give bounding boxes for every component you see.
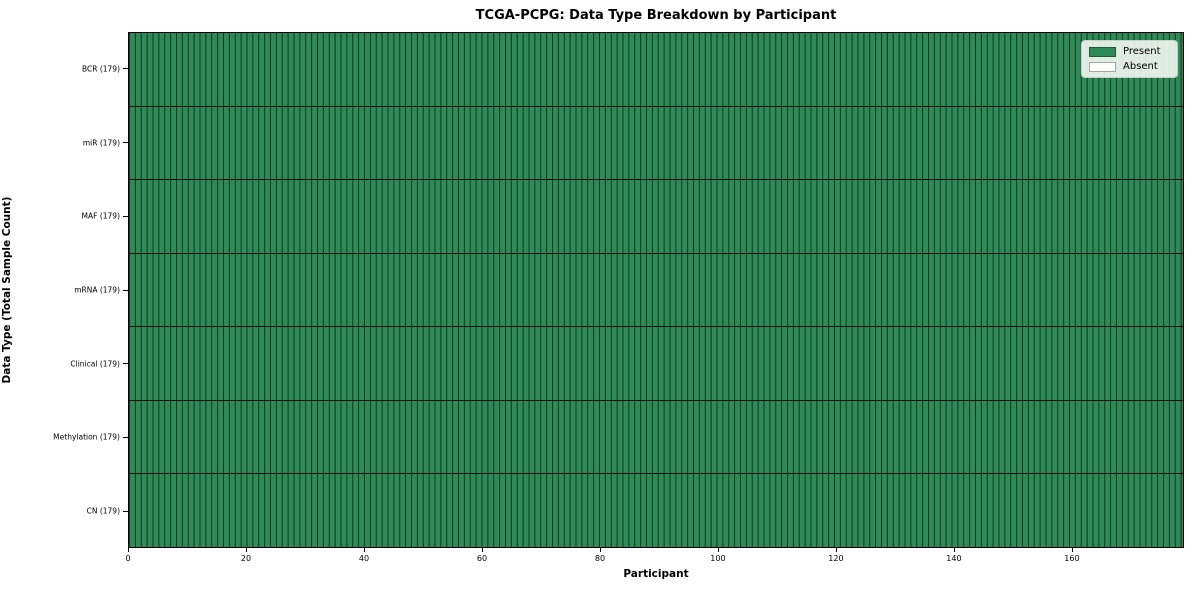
x-tick-mark	[1071, 548, 1073, 552]
x-tick-label: 0	[125, 554, 131, 563]
heatmap-row-bcr	[129, 33, 1183, 107]
y-tick-label: mRNA (179)	[74, 285, 120, 295]
legend-label: Present	[1123, 46, 1161, 57]
x-tick-label: 140	[946, 554, 962, 563]
x-tick-label: 80	[594, 554, 606, 563]
x-tick-label: 20	[240, 554, 252, 563]
legend-entry-present: Present	[1089, 46, 1169, 57]
legend-label: Absent	[1123, 61, 1158, 72]
y-tick-label: miR (179)	[82, 138, 120, 148]
heatmap-row-mir	[129, 107, 1183, 181]
x-tick-label: 60	[476, 554, 488, 563]
legend-swatch-absent	[1089, 61, 1116, 72]
x-axis-label: Participant	[623, 568, 689, 580]
y-tick-mark	[123, 289, 128, 291]
heatmap-rows	[129, 33, 1183, 547]
x-tick-mark	[717, 548, 719, 552]
heatmap-row-cn	[129, 474, 1183, 547]
heatmap-plot-area	[128, 32, 1184, 548]
heatmap-row-methylation	[129, 401, 1183, 475]
y-tick-mark	[123, 142, 128, 144]
chart-title: TCGA-PCPG: Data Type Breakdown by Partic…	[475, 8, 837, 23]
x-tick-label: 120	[828, 554, 844, 563]
x-tick-label: 40	[358, 554, 370, 563]
x-tick-label: 100	[710, 554, 726, 563]
y-tick-mark	[123, 68, 128, 70]
y-tick-label: Methylation (179)	[53, 432, 120, 442]
x-tick-mark	[128, 548, 129, 552]
x-tick-mark	[481, 548, 483, 552]
x-tick-mark	[599, 548, 601, 552]
y-tick-label: CN (179)	[86, 506, 120, 516]
heatmap-row-mrna	[129, 254, 1183, 328]
y-tick-mark	[123, 363, 128, 365]
x-tick-mark	[245, 548, 247, 552]
x-tick-mark	[835, 548, 837, 552]
x-tick-label: 160	[1064, 554, 1080, 563]
y-tick-label: BCR (179)	[81, 64, 120, 74]
y-tick-mark	[123, 436, 128, 438]
y-tick-mark	[123, 215, 128, 217]
legend: Present Absent	[1081, 40, 1178, 78]
legend-entry-absent: Absent	[1089, 61, 1169, 72]
heatmap-row-clinical	[129, 327, 1183, 401]
x-tick-mark	[363, 548, 365, 552]
heatmap-row-maf	[129, 180, 1183, 254]
y-tick-mark	[123, 510, 128, 512]
y-tick-label: Clinical (179)	[70, 359, 120, 369]
y-tick-label: MAF (179)	[81, 211, 120, 221]
x-tick-mark	[953, 548, 955, 552]
legend-swatch-present	[1089, 46, 1116, 57]
